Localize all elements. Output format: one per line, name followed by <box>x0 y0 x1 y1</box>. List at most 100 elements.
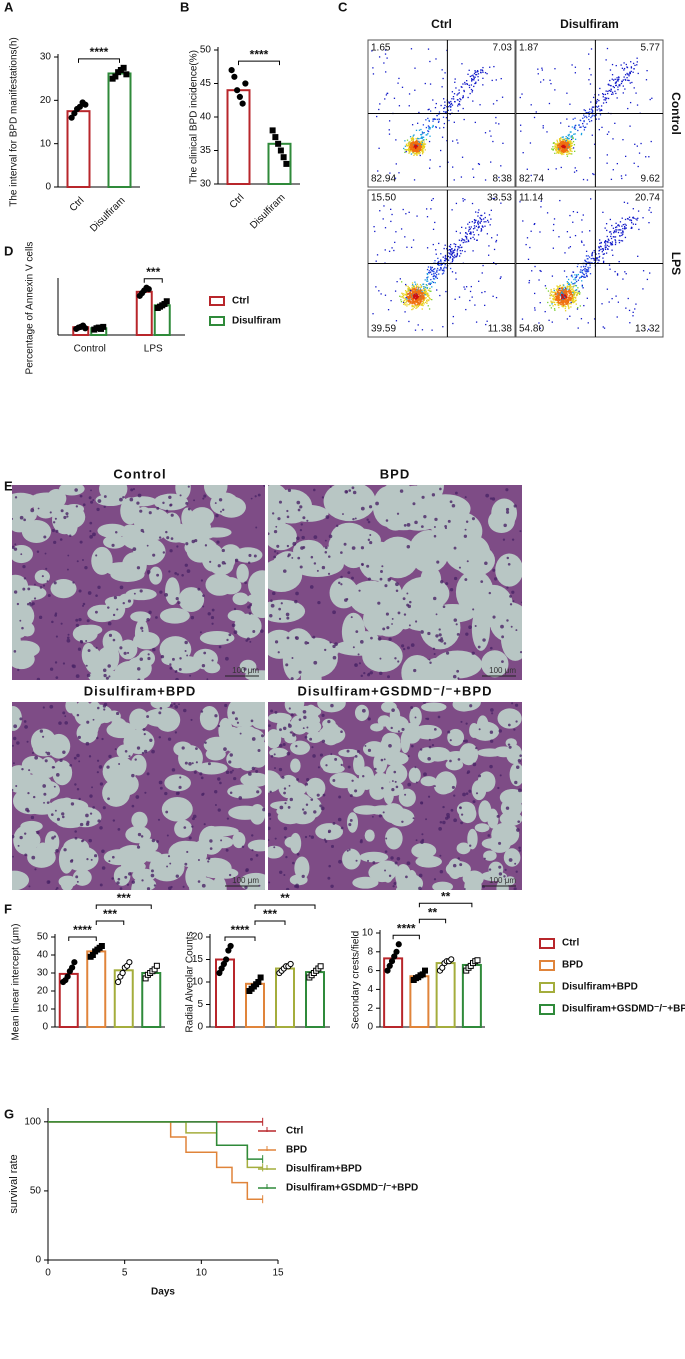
flow-dot <box>464 235 467 237</box>
flow-dot <box>587 270 590 272</box>
flow-dot <box>612 236 615 238</box>
flow-dot <box>413 292 415 294</box>
nucleus <box>107 797 110 801</box>
flow-dot <box>633 68 635 70</box>
flow-dot <box>450 250 452 253</box>
x-tick-label: 5 <box>122 1268 128 1279</box>
flow-dot <box>458 92 460 94</box>
quadrant-value: 9.62 <box>641 174 661 185</box>
flow-dot <box>605 241 607 243</box>
nucleus <box>412 502 416 506</box>
flow-dot <box>585 264 588 266</box>
flow-dot <box>636 219 638 221</box>
flow-dot <box>410 246 413 249</box>
nucleus <box>170 537 174 540</box>
nucleus <box>159 786 163 790</box>
flow-dot <box>456 99 459 101</box>
nucleus <box>136 501 140 505</box>
nucleus <box>401 727 405 731</box>
nucleus <box>234 881 237 884</box>
flow-dot <box>429 271 432 273</box>
nucleus <box>484 561 488 565</box>
flow-dot <box>418 129 421 131</box>
alveolus <box>199 706 220 731</box>
flow-dot <box>609 79 611 82</box>
flow-dot <box>479 217 481 219</box>
flow-dot <box>608 245 610 248</box>
nucleus <box>179 776 182 779</box>
flow-dot <box>458 246 460 248</box>
flow-dot <box>421 293 423 295</box>
flow-dot <box>467 239 470 241</box>
nucleus <box>445 582 449 586</box>
flow-dot <box>422 298 425 300</box>
nucleus <box>191 825 194 828</box>
alveolus <box>127 496 157 507</box>
flow-dot <box>558 297 560 299</box>
nucleus <box>12 762 15 765</box>
flow-dot <box>439 165 441 168</box>
nucleus <box>363 672 366 675</box>
data-point <box>395 941 402 948</box>
flow-dot <box>411 146 413 148</box>
flow-dot <box>569 285 571 287</box>
flow-dot <box>611 244 614 246</box>
flow-dot <box>458 296 461 298</box>
alveolus <box>174 819 193 838</box>
nucleus <box>134 758 137 761</box>
nucleus <box>385 837 388 840</box>
nucleus <box>304 641 308 645</box>
flow-dot <box>423 292 425 295</box>
flow-dot <box>408 147 410 149</box>
flow-dot <box>581 219 583 221</box>
flow-dot <box>437 262 440 264</box>
flow-dot <box>554 292 557 295</box>
flow-dot <box>586 274 588 276</box>
nucleus <box>512 600 515 603</box>
flow-dot <box>568 294 570 297</box>
nucleus <box>282 742 286 746</box>
nucleus <box>321 713 325 718</box>
flow-dot <box>407 287 409 290</box>
flow-dot <box>608 264 611 266</box>
flow-dot <box>435 249 437 251</box>
nucleus <box>141 879 144 882</box>
nucleus <box>21 626 24 630</box>
flow-dot <box>472 176 475 178</box>
flow-dot <box>423 141 425 143</box>
nucleus <box>279 728 282 732</box>
flow-dot <box>419 297 421 299</box>
nucleus <box>366 564 370 568</box>
nucleus <box>131 773 135 778</box>
nucleus <box>283 791 286 795</box>
flow-dot <box>615 81 618 83</box>
flow-dot <box>407 285 409 288</box>
flow-dot <box>569 140 571 142</box>
data-point <box>126 959 133 966</box>
flow-dot <box>649 272 651 274</box>
flow-dot <box>605 97 607 100</box>
y-tick-label: 40 <box>37 950 49 961</box>
flow-dot <box>420 303 422 305</box>
flow-dots <box>519 198 652 330</box>
flow-dot <box>573 127 575 129</box>
flow-dot <box>403 295 405 297</box>
flow-dot <box>598 255 601 258</box>
nucleus <box>270 755 274 758</box>
flow-dot <box>601 303 603 305</box>
nucleus <box>96 759 100 762</box>
alveolus <box>113 660 145 680</box>
nucleus <box>129 497 134 502</box>
flow-dot <box>410 143 412 145</box>
flow-dot <box>429 266 432 268</box>
flow-dot <box>428 272 431 274</box>
nucleus <box>137 678 141 680</box>
flow-dot <box>477 163 480 165</box>
nucleus <box>130 488 134 492</box>
flow-dot <box>429 283 431 286</box>
flow-dot <box>427 133 429 135</box>
flow-dot <box>573 171 576 173</box>
nucleus <box>87 649 91 653</box>
flow-dot <box>421 137 424 139</box>
flow-dot <box>411 282 414 284</box>
